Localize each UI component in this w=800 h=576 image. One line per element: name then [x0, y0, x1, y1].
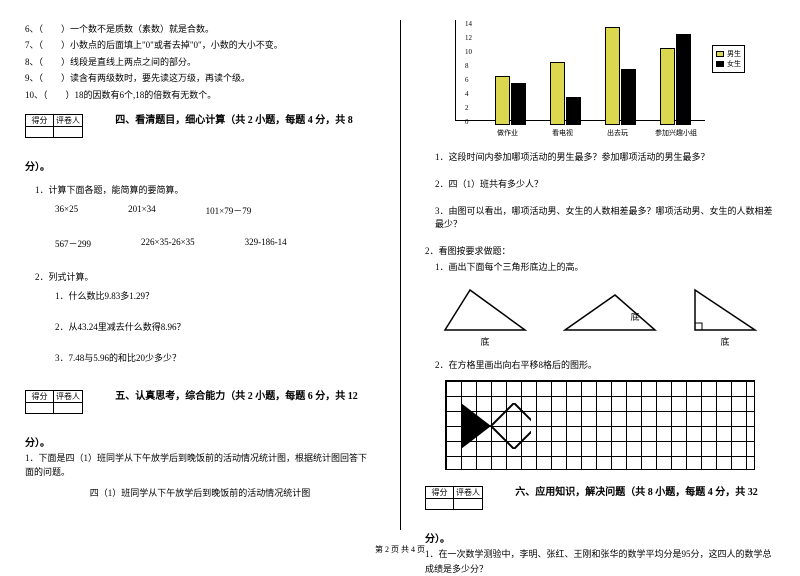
bar	[660, 48, 675, 125]
section-6-header: 得分 评卷人 六、应用知识，解决问题（共 8 小题，每题 4 分，共 32	[425, 478, 775, 514]
section-4-fen: 分）。	[25, 162, 50, 173]
score-box: 得分 评卷人	[25, 114, 83, 138]
bar	[495, 76, 510, 125]
score-box: 得分 评卷人	[25, 390, 83, 414]
page-footer: 第 2 页 共 4 页	[0, 544, 800, 555]
bar	[621, 69, 636, 125]
grid-canvas	[445, 380, 755, 470]
tf-item-7: 7、（ ）小数点的后面填上"0"或者去掉"0"，小数的大小不变。	[25, 38, 375, 52]
tf-item-6: 6、（ ）一个数不是质数（素数）就是合数。	[25, 22, 375, 36]
calc2-item-3: 3．7.48与5.96的和比20少多少？	[55, 351, 375, 364]
q5-1-subtitle: 四（1）班同学从下午放学后到晚饭前的活动情况统计图	[25, 486, 375, 500]
q5-1: 1．下面是四（1）班同学从下午放学后到晚饭前的活动情况统计图，根据统计图回答下面…	[25, 451, 375, 480]
bar	[550, 62, 565, 125]
bar	[676, 34, 691, 125]
section-4-header: 得分 评卷人 四、看清题目，细心计算（共 2 小题，每题 4 分，共 8	[25, 106, 375, 142]
calc2-item-1: 1．什么数比9.83多1.29？	[55, 289, 375, 302]
tf-item-8: 8、（ ）线段是直线上两点之间的部分。	[25, 55, 375, 69]
bar	[511, 83, 526, 125]
section-4-title: 四、看清题目，细心计算（共 2 小题，每题 4 分，共 8	[115, 115, 353, 126]
q2-2: 2．在方格里画出向右平移8格后的图形。	[435, 358, 775, 372]
section-5-fen: 分）。	[25, 438, 50, 449]
triangle-3-icon	[690, 285, 760, 335]
section-5-title: 五、认真思考，综合能力（共 2 小题，每题 6 分，共 12	[115, 391, 358, 402]
bowtie-shape-icon	[461, 403, 531, 449]
calc-row-1: 36×25 201×34 101×79－79	[55, 204, 375, 217]
score-box: 得分 评卷人	[425, 486, 483, 510]
chart-q3: 3．由图可以看出，哪项活动男、女生的人数相差最多？哪项活动男、女生的人数相差最少…	[435, 204, 775, 230]
section-6-title: 六、应用知识，解决问题（共 8 小题，每题 4 分，共 32	[515, 487, 758, 498]
q2-1: 1．画出下面每个三角形底边上的高。	[435, 260, 775, 274]
calc-row-2: 567－299 226×35-26×35 329-186-14	[55, 237, 375, 250]
bar-chart: 0 2 4 6 8 10 12 14 做作业 看电视 出去玩 参加兴趣小组 男生…	[455, 20, 745, 140]
tf-item-9: 9、（ ）读含有两级数时，要先读这万级，再读个级。	[25, 71, 375, 85]
section-5-header: 得分 评卷人 五、认真思考，综合能力（共 2 小题，每题 6 分，共 12	[25, 382, 375, 418]
left-column: 6、（ ）一个数不是质数（素数）就是合数。 7、（ ）小数点的后面填上"0"或者…	[0, 0, 400, 565]
calc2-item-2: 2．从43.24里减去什么数得8.96？	[55, 320, 375, 333]
bar	[566, 97, 581, 125]
triangle-1-icon	[440, 285, 530, 335]
chart-legend: 男生 女生	[712, 45, 745, 73]
chart-q2: 2．四（1）班共有多少人？	[435, 177, 775, 190]
calc2-title: 2．列式计算。	[35, 270, 375, 283]
q2-title: 2．看图按要求做题：	[425, 244, 775, 258]
bar	[605, 27, 620, 125]
right-column: 0 2 4 6 8 10 12 14 做作业 看电视 出去玩 参加兴趣小组 男生…	[400, 0, 800, 565]
tf-item-10: 10、（ ）18的因数有6个,18的倍数有无数个。	[25, 88, 375, 102]
triangles-row: 底 底 底	[425, 285, 775, 348]
chart-q1: 1．这段时间内参加哪项活动的男生最多？参加哪项活动的男生最多？	[435, 150, 775, 163]
calc1-title: 1．计算下面各题，能简算的要简算。	[35, 183, 375, 196]
